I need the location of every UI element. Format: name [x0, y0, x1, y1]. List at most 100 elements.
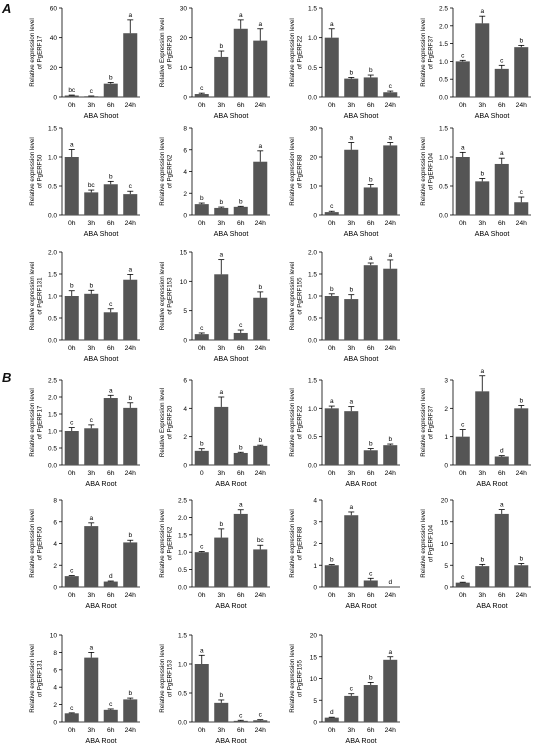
y-axis-label-line: of PgERF22 [297, 405, 304, 439]
y-axis-label-line: Relative expression level [289, 388, 296, 456]
y-tick-label: 1.5 [48, 412, 57, 419]
bar [103, 83, 118, 97]
y-axis-label-line: of PgERF20 [167, 35, 174, 69]
x-tick-label: 0h [68, 592, 76, 599]
bar [253, 40, 268, 97]
y-tick-label: 2 [313, 541, 317, 548]
y-axis-label: Relative expression levelof PgERF155 [289, 644, 304, 712]
y-tick-label: 2.0 [308, 250, 317, 257]
chart-a-3: 0.0 0.5 1.0 1.5 Relative expression levelof … [289, 6, 400, 120]
bar [363, 187, 378, 215]
x-tick-label: 3h [87, 592, 95, 599]
y-axis-label-line: of PgERF37 [428, 35, 435, 69]
x-tick-label: 6h [107, 102, 115, 109]
y-tick-label: 20 [310, 633, 318, 640]
bar [253, 720, 268, 722]
bar [475, 391, 490, 465]
y-axis-label-line: of PgERF50 [37, 154, 44, 188]
significance-letter: b [330, 557, 334, 564]
x-tick-label: 3h [347, 345, 355, 352]
x-tick-label: 0h [328, 592, 336, 599]
x-axis-label: ABA Shoot [475, 229, 510, 238]
x-tick-label: 6h [107, 470, 115, 477]
significance-letter: a [349, 399, 353, 406]
significance-letter: d [109, 573, 113, 580]
y-tick-label: 20 [180, 35, 188, 42]
y-axis-label-line: Relative expression level [159, 137, 166, 205]
chart-a-8: 0.0 0.5 1.0 1.5 Relative expression levelof … [420, 126, 531, 238]
significance-letter: c [350, 686, 354, 693]
bar [64, 713, 79, 722]
y-tick-label: 3 [313, 519, 317, 526]
x-axis-label: ABA Root [85, 479, 116, 488]
bar [363, 580, 378, 587]
y-axis-label: Relative Expression levelof PgERF20 [159, 388, 174, 457]
y-axis-label-line: of PgERF88 [297, 526, 304, 560]
y-tick-label: 8 [183, 126, 187, 133]
y-tick-label: 1.0 [48, 429, 57, 436]
y-tick-label: 0.0 [439, 95, 448, 102]
y-tick-label: 15 [441, 519, 449, 526]
x-tick-label: 0h [328, 345, 336, 352]
y-tick-label: 1.5 [48, 272, 57, 279]
bar [383, 145, 398, 215]
y-tick-label: 0 [313, 720, 317, 727]
significance-letter: c [90, 88, 94, 95]
significance-letter: a [369, 255, 373, 262]
y-axis-label-line: Relative expression level [159, 644, 166, 712]
x-axis-label: ABA Shoot [84, 111, 119, 120]
y-axis-label-line: Relative expression level [29, 388, 36, 456]
x-tick-label: 24h [255, 102, 267, 109]
y-axis-label-line: Relative expression level [289, 509, 296, 577]
y-tick-label: 1.5 [48, 126, 57, 133]
y-tick-label: 4 [183, 406, 187, 413]
bar [194, 94, 209, 97]
significance-letter: b [239, 198, 243, 205]
x-tick-label: 24h [125, 470, 137, 477]
y-axis-label: Relative expression levelof PgERF155 [289, 262, 304, 330]
bar [475, 23, 490, 98]
y-axis-label: Relative expression levelof PgERF17 [29, 388, 44, 456]
significance-letter: b [219, 199, 223, 206]
significance-letter: a [258, 143, 262, 150]
bar [363, 685, 378, 722]
y-tick-label: 2.5 [178, 498, 187, 505]
y-tick-label: 4 [183, 169, 187, 176]
bar [324, 37, 339, 97]
y-axis-label: Relative expression levelof PgERF37 [420, 388, 435, 456]
chart-b-6: 0.0 0.5 1.0 1.5 2.0 2.5 Relative expression le… [159, 498, 270, 610]
x-axis-label: ABA Shoot [214, 111, 249, 120]
x-axis-label: ABA Root [345, 479, 376, 488]
chart-b-5: 0 2 4 6 8 Relative expression levelof PgERF50… [29, 498, 140, 610]
chart-a-11: 0.0 0.5 1.0 1.5 2.0 Relative expression level… [289, 250, 400, 363]
x-tick-label: 24h [255, 470, 267, 477]
x-tick-label: 0h [198, 727, 206, 734]
y-tick-label: 2.5 [48, 378, 57, 385]
y-axis-label: Relative Expression levelof PgERF20 [159, 18, 174, 87]
x-tick-label: 3h [217, 592, 225, 599]
x-tick-label: 3h [347, 592, 355, 599]
x-tick-label: 3h [478, 592, 486, 599]
y-tick-label: 0.5 [48, 184, 57, 191]
y-axis-label-line: Relative Expression level [159, 18, 166, 87]
y-axis-label-line: of PgERF62 [167, 154, 174, 188]
bar [123, 33, 138, 97]
y-tick-label: 0.0 [439, 213, 448, 220]
y-tick-label: 0 [444, 463, 448, 470]
panel-label-a: A [2, 1, 12, 16]
y-tick-label: 0.0 [178, 585, 187, 592]
x-tick-label: 24h [125, 220, 137, 227]
x-tick-label: 0h [328, 727, 336, 734]
bar [253, 297, 268, 340]
bar [383, 92, 398, 97]
bar [194, 664, 209, 722]
bar [233, 720, 248, 722]
significance-letter: b [369, 177, 373, 184]
y-tick-label: 6 [53, 667, 57, 674]
y-tick-label: 2.5 [439, 6, 448, 13]
significance-letter: a [480, 368, 484, 375]
x-tick-label: 6h [237, 727, 245, 734]
bar [64, 157, 79, 215]
x-tick-label: 0h [68, 470, 76, 477]
bar [344, 695, 359, 722]
